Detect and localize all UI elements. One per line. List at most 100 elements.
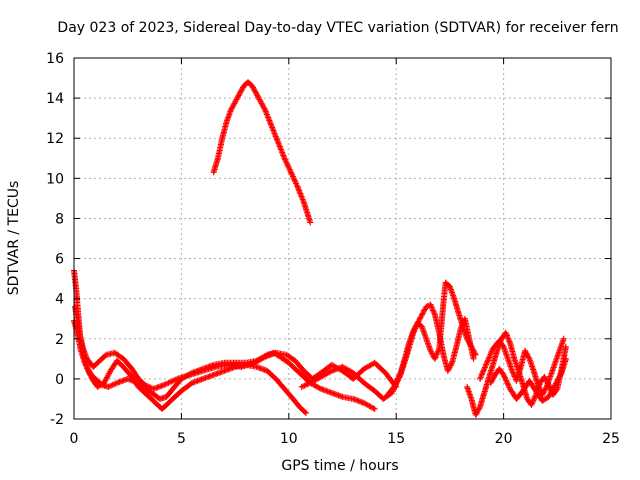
data-point <box>286 165 292 172</box>
data-point <box>393 379 399 386</box>
data-point <box>509 369 516 376</box>
data-point <box>232 99 239 106</box>
data-point <box>529 400 536 407</box>
data-point <box>87 372 94 379</box>
data-point <box>430 307 436 314</box>
data-point <box>88 375 95 382</box>
data-point <box>522 349 529 356</box>
data-point <box>106 383 113 390</box>
data-point <box>253 91 260 98</box>
data-point <box>264 113 271 119</box>
data-point <box>477 375 483 382</box>
data-point <box>236 91 243 98</box>
chart-title: Day 023 of 2023, Sidereal Day-to-day VTE… <box>57 20 618 36</box>
data-point <box>307 219 314 226</box>
data-point <box>231 100 238 107</box>
data-point <box>525 354 532 361</box>
series-5 <box>298 301 477 402</box>
data-point <box>102 352 109 359</box>
series-7 <box>464 329 569 418</box>
data-point <box>164 380 171 387</box>
data-point <box>273 134 280 141</box>
data-point <box>428 349 435 356</box>
data-point <box>536 384 543 391</box>
data-point <box>483 360 490 367</box>
data-point <box>505 335 512 342</box>
data-point <box>468 343 475 350</box>
y-tick-label: -2 <box>50 412 64 428</box>
data-point <box>316 385 323 392</box>
data-point <box>393 378 400 385</box>
data-point <box>301 382 308 389</box>
x-tick-label: 10 <box>280 431 298 447</box>
data-point <box>84 367 91 373</box>
data-point <box>482 363 489 369</box>
data-point <box>541 373 548 380</box>
data-point <box>261 105 268 112</box>
data-point <box>141 381 148 388</box>
y-tick-label: 6 <box>55 252 64 268</box>
data-point <box>101 379 108 386</box>
data-point <box>187 380 194 387</box>
data-point <box>302 409 309 416</box>
data-point <box>289 173 296 180</box>
data-point <box>502 329 509 336</box>
data-point <box>504 380 511 387</box>
data-point <box>232 97 239 104</box>
plot-frame <box>73 57 612 420</box>
data-point <box>433 351 440 358</box>
data-point <box>257 99 264 106</box>
data-point <box>500 371 507 378</box>
axis-ticks: 0 5 10 15 20 25 -2 0 2 4 6 8 10 12 14 16 <box>46 51 620 447</box>
data-point <box>274 137 281 144</box>
data-point <box>291 177 298 184</box>
data-point <box>557 371 564 378</box>
series-9 <box>487 355 569 404</box>
data-point <box>395 374 402 381</box>
data-point <box>299 196 306 203</box>
data-point <box>476 405 483 412</box>
y-axis-label: SDTVAR / TECUs <box>6 181 22 296</box>
data-point <box>499 342 506 349</box>
data-point <box>288 170 295 177</box>
data-point <box>255 93 261 100</box>
data-point <box>411 325 418 332</box>
data-point <box>252 89 259 96</box>
series-3 <box>71 317 309 416</box>
data-point <box>472 351 479 358</box>
data-point <box>146 383 153 390</box>
data-point <box>280 152 287 159</box>
series-1 <box>210 79 314 226</box>
data-point <box>531 396 537 403</box>
data-point <box>172 376 179 383</box>
data-point <box>282 158 289 165</box>
data-point <box>257 97 264 104</box>
data-point <box>289 172 296 179</box>
data-point <box>230 101 237 108</box>
data-point <box>419 311 425 318</box>
data-point <box>480 367 487 374</box>
data-point <box>490 374 497 381</box>
data-point <box>271 130 278 137</box>
data-point <box>465 338 472 345</box>
data-point <box>109 381 116 388</box>
data-point <box>484 358 491 365</box>
y-tick-label: 10 <box>46 171 64 187</box>
data-point <box>411 326 418 333</box>
data-point <box>503 377 510 384</box>
data-point <box>487 379 494 386</box>
data-point <box>301 409 308 415</box>
data-point <box>285 163 292 170</box>
data-point <box>557 372 564 379</box>
data-point <box>254 92 261 99</box>
data-point <box>485 355 492 362</box>
data-point <box>469 345 476 352</box>
x-tick-label: 20 <box>495 431 513 447</box>
data-layer <box>71 79 569 418</box>
data-point <box>298 193 305 200</box>
data-point <box>165 379 172 386</box>
data-point <box>84 365 91 372</box>
data-point <box>82 361 89 368</box>
data-point <box>464 337 471 344</box>
data-point <box>237 89 244 96</box>
